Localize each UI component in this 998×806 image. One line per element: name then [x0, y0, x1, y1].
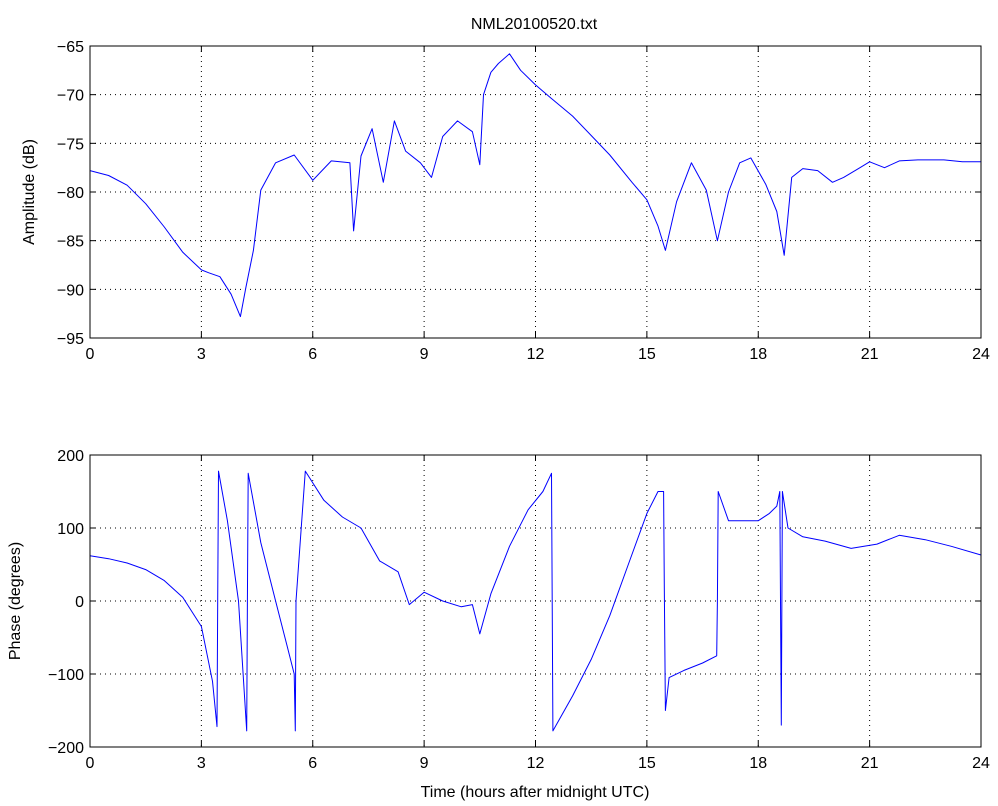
amplitude-x-tick-label: 15 [638, 346, 656, 363]
phase-series-line [89, 470, 982, 732]
phase-x-tick-label: 0 [86, 755, 95, 772]
phase-grid [90, 455, 981, 747]
phase-x-tick-label: 6 [308, 755, 317, 772]
amplitude-y-tick-label: −75 [57, 136, 84, 153]
phase-y-tick-label: −200 [48, 740, 84, 757]
figure-title: NML20100520.txt [471, 16, 598, 33]
amplitude-y-tick-label: −95 [57, 331, 84, 348]
amplitude-x-tick-label: 0 [86, 346, 95, 363]
phase-y-tick-label: 100 [57, 521, 84, 538]
phase-y-tick-label: −100 [48, 667, 84, 684]
amplitude-x-tick-label: 24 [972, 346, 990, 363]
amplitude-y-tick-label: −65 [57, 39, 84, 56]
amplitude-x-tick-label: 9 [420, 346, 429, 363]
amplitude-y-tick-label: −80 [57, 185, 84, 202]
amplitude-ticks: 0 3 6 9 12 15 18 21 24 −65 −70 −75 −80 −85 −90 −95 [57, 39, 990, 363]
phase-x-tick-label: 24 [972, 755, 990, 772]
phase-x-tick-label: 3 [197, 755, 206, 772]
phase-y-axis-label: Phase (degrees) [7, 542, 24, 660]
amplitude-plot: 0 3 6 9 12 15 18 21 24 −65 −70 −75 −80 −85 −90 −95 Ampl… [21, 39, 990, 363]
phase-y-tick-label: 200 [57, 448, 84, 465]
amplitude-series-line [89, 53, 981, 318]
amplitude-grid [90, 46, 981, 338]
amplitude-x-tick-label: 21 [861, 346, 879, 363]
phase-plot-frame [89, 454, 982, 748]
amplitude-x-tick-label: 3 [197, 346, 206, 363]
amplitude-x-tick-label: 6 [308, 346, 317, 363]
amplitude-y-tick-label: −70 [57, 88, 84, 105]
phase-x-tick-label: 9 [420, 755, 429, 772]
phase-y-tick-label: 0 [75, 594, 84, 611]
phase-plot: 0 3 6 9 12 15 18 21 24 200 100 0 −100 −200 Phase (deg… [7, 448, 990, 801]
amplitude-y-tick-label: −90 [57, 282, 84, 299]
amplitude-plot-frame [89, 45, 982, 339]
phase-x-tick-label: 12 [527, 755, 545, 772]
phase-x-axis-label: Time (hours after midnight UTC) [421, 784, 650, 801]
phase-x-tick-label: 18 [749, 755, 767, 772]
amplitude-y-tick-label: −85 [57, 234, 84, 251]
phase-x-tick-label: 15 [638, 755, 656, 772]
amplitude-x-tick-label: 18 [749, 346, 767, 363]
amplitude-y-axis-label: Amplitude (dB) [21, 139, 38, 245]
amplitude-x-tick-label: 12 [527, 346, 545, 363]
phase-x-tick-label: 21 [861, 755, 879, 772]
phase-ticks: 0 3 6 9 12 15 18 21 24 200 100 0 −100 −200 [48, 448, 990, 772]
